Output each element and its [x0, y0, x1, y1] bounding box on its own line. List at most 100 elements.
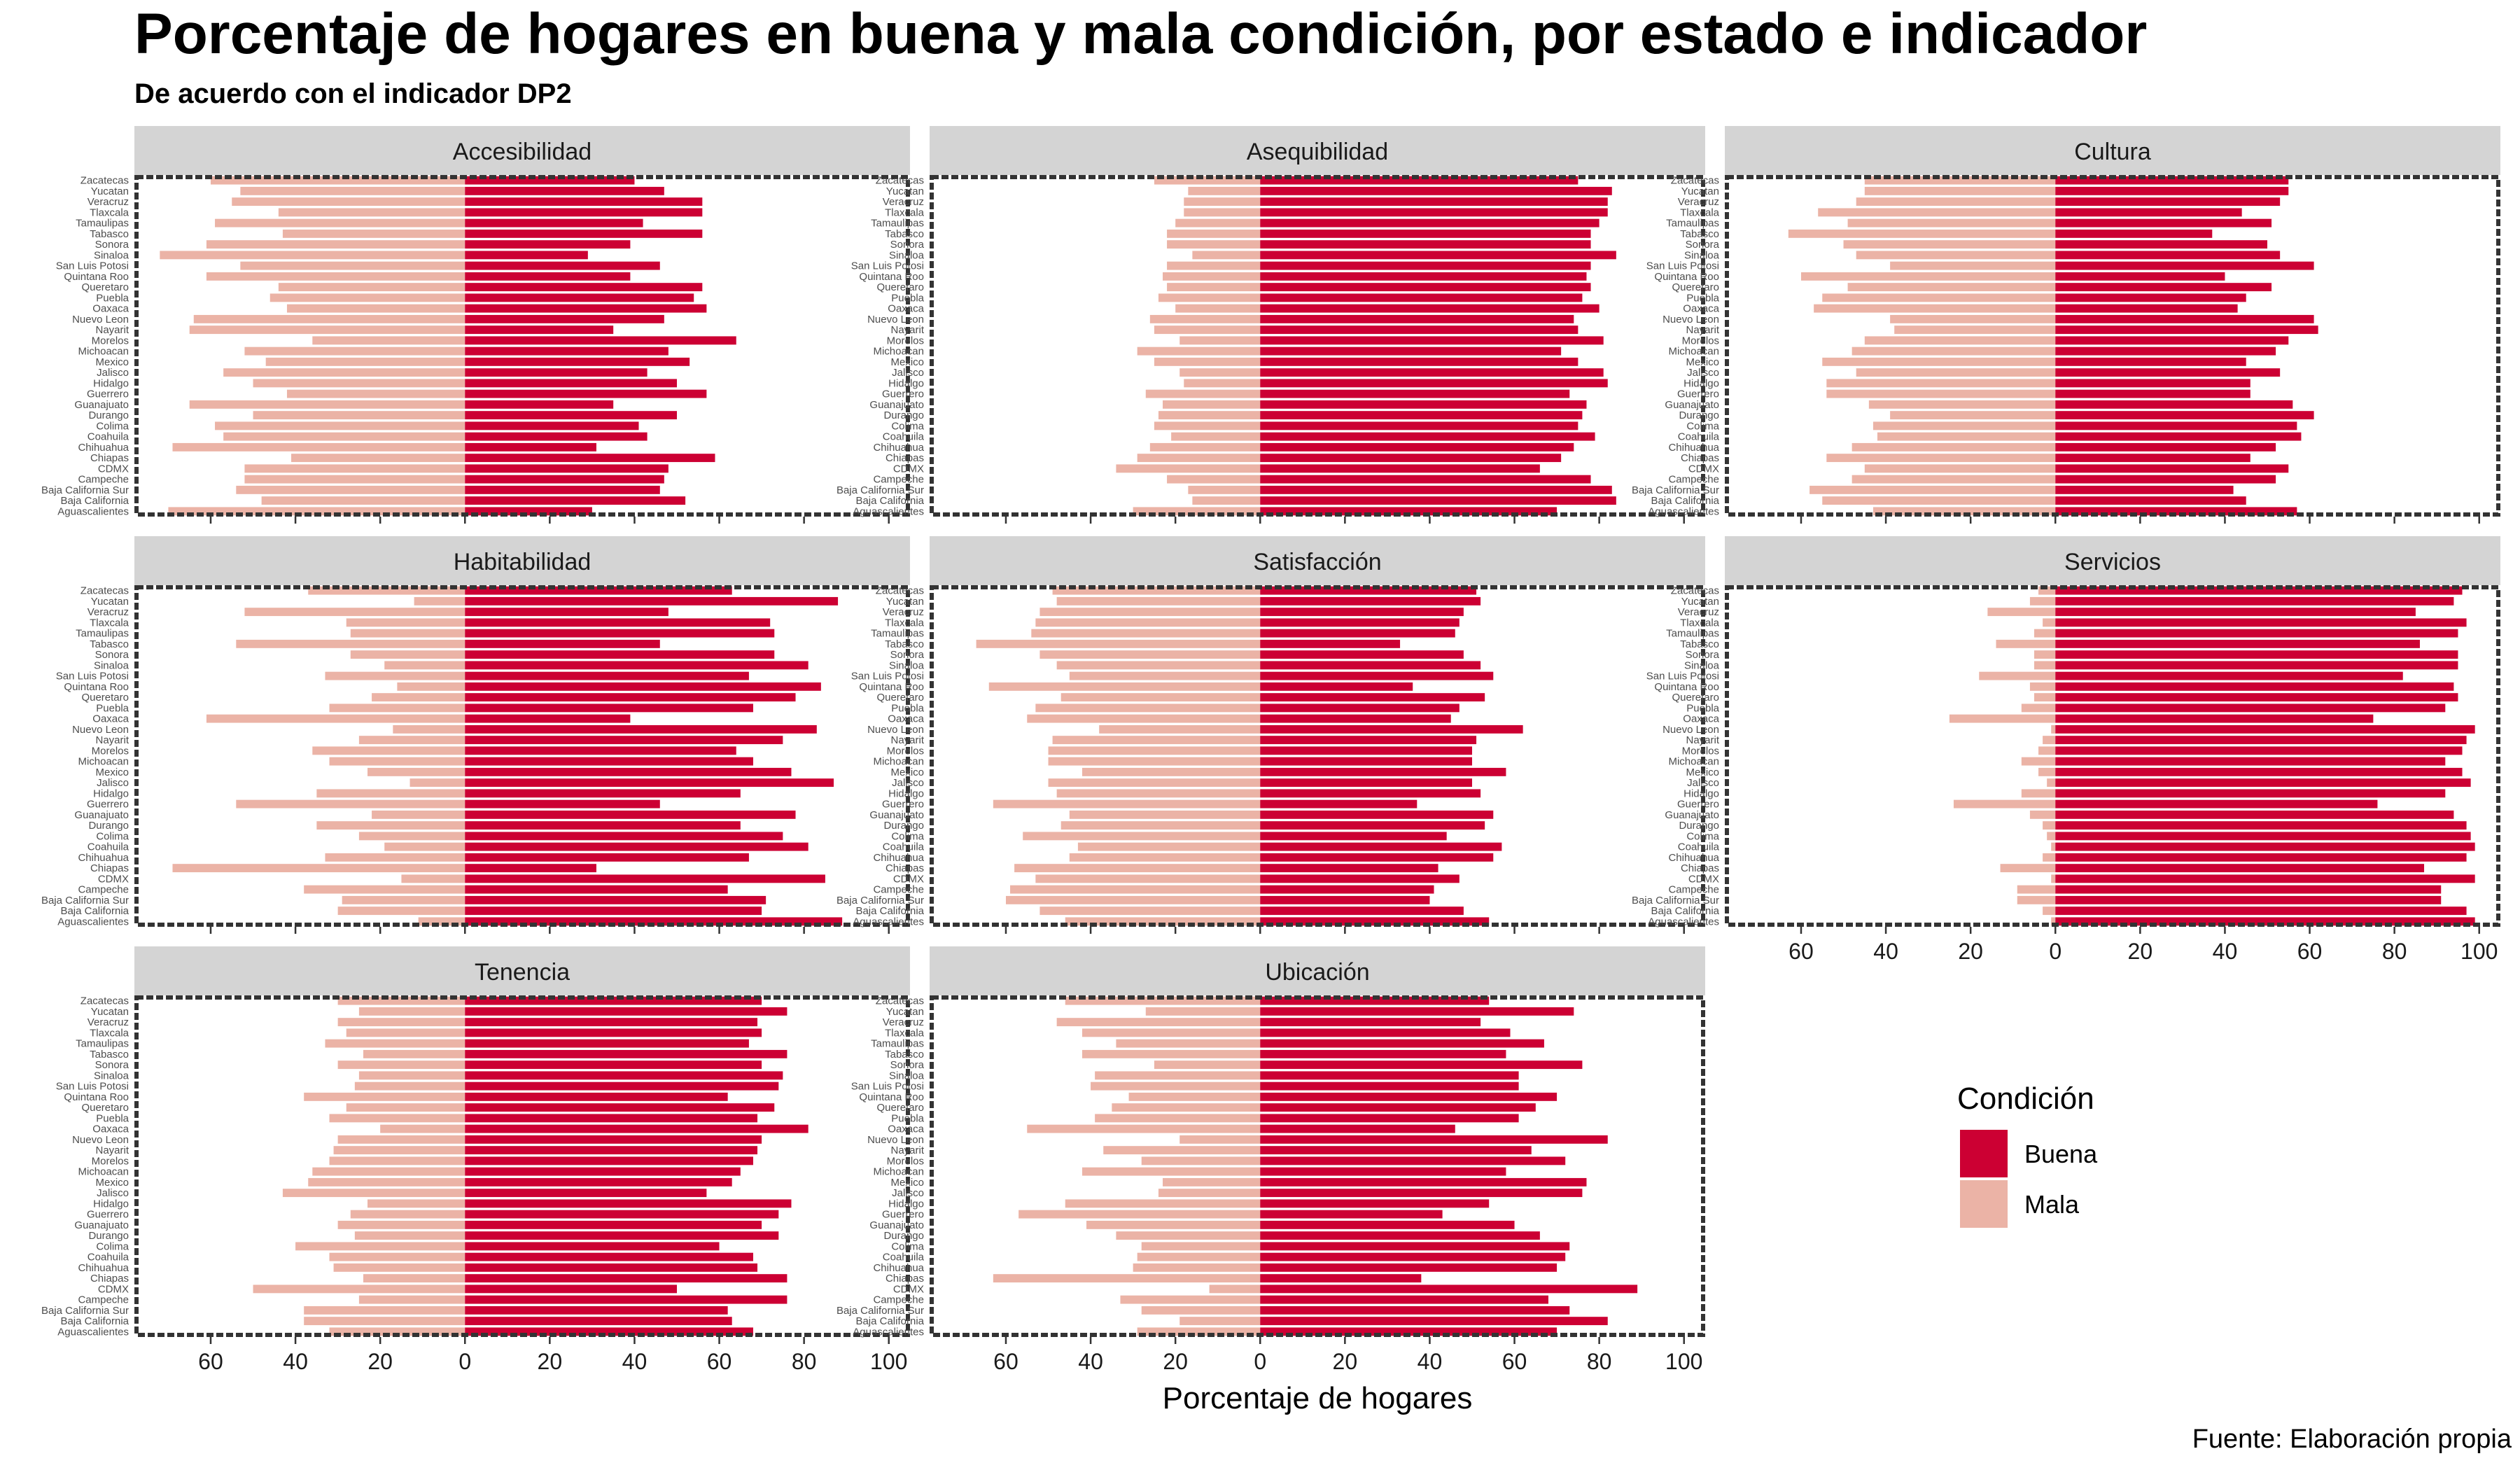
- bar-buena-tenencia-zacatecas: [465, 996, 762, 1005]
- bar-buena-satisfaccion-puebla: [1260, 704, 1460, 713]
- state-label-habitabilidad-baja-california: Baja California: [60, 905, 129, 917]
- bar-buena-asequibilidad-quintana-roo: [1260, 272, 1587, 281]
- x-tick-label-ubicacion-20: 20: [1333, 1349, 1358, 1374]
- panel-frame-servicios: [1725, 585, 2500, 927]
- state-label-ubicacion-guanajuato: Guanajuato: [869, 1219, 924, 1231]
- state-label-satisfaccion-campeche: Campeche: [873, 884, 924, 896]
- bar-buena-cultura-oaxaca: [2055, 304, 2238, 313]
- bar-buena-servicios-mexico: [2055, 767, 2463, 776]
- x-axis-title: Porcentaje de hogares: [1163, 1381, 1473, 1415]
- legend-title: Condición: [1957, 1082, 2094, 1116]
- bar-buena-accesibilidad-sonora: [465, 240, 631, 249]
- facet-strip-habitabilidad: [134, 536, 910, 585]
- bar-mala-tenencia-chihuahua: [333, 1263, 465, 1272]
- bar-buena-cultura-campeche: [2055, 475, 2276, 484]
- bar-mala-cultura-cdmx: [1864, 464, 2056, 473]
- bar-buena-accesibilidad-yucatan: [465, 186, 664, 195]
- bar-mala-asequibilidad-coahuila: [1171, 432, 1261, 441]
- state-label-habitabilidad-cdmx: CDMX: [98, 873, 129, 885]
- bar-mala-cultura-colima: [1872, 421, 2056, 430]
- bar-buena-servicios-michoacan: [2055, 757, 2446, 766]
- bar-mala-asequibilidad-michoacan: [1137, 346, 1261, 356]
- bar-buena-habitabilidad-yucatan: [465, 596, 839, 606]
- bar-mala-satisfaccion-campeche: [1010, 885, 1261, 894]
- facet-strip-satisfaccion: [930, 536, 1705, 585]
- state-label-asequibilidad-aguascalientes: Aguascalientes: [853, 505, 924, 517]
- state-label-asequibilidad-colima: Colima: [891, 420, 924, 432]
- state-label-satisfaccion-veracruz: Veracruz: [883, 606, 924, 618]
- state-label-accesibilidad-tamaulipas: Tamaulipas: [76, 218, 129, 230]
- bar-mala-ubicacion-guanajuato: [1086, 1220, 1261, 1229]
- state-label-habitabilidad-zacatecas: Zacatecas: [80, 585, 129, 597]
- bar-buena-ubicacion-durango: [1260, 1231, 1540, 1240]
- bar-buena-satisfaccion-baja-california-sur: [1260, 895, 1430, 904]
- bar-buena-ubicacion-nuevo-leon: [1260, 1135, 1608, 1144]
- bar-mala-tenencia-queretaro: [346, 1103, 465, 1112]
- bar-buena-habitabilidad-durango: [465, 821, 741, 830]
- bar-mala-satisfaccion-guanajuato: [1069, 810, 1261, 819]
- state-label-satisfaccion-baja-california-sur: Baja California Sur: [836, 895, 924, 906]
- bar-buena-cultura-morelos: [2055, 336, 2289, 345]
- x-tick-label-tenencia-100: 100: [870, 1349, 907, 1374]
- bar-mala-cultura-chihuahua: [1851, 442, 2056, 451]
- bar-mala-cultura-guanajuato: [1868, 400, 2056, 409]
- state-label-tenencia-sinaloa: Sinaloa: [94, 1070, 130, 1082]
- bar-buena-accesibilidad-colima: [465, 421, 639, 430]
- state-label-ubicacion-durango: Durango: [883, 1230, 924, 1242]
- state-label-ubicacion-nuevo-leon: Nuevo Leon: [867, 1134, 924, 1146]
- bar-buena-cultura-michoacan: [2055, 346, 2276, 356]
- bar-buena-satisfaccion-tlaxcala: [1260, 618, 1460, 627]
- bar-mala-habitabilidad-mexico: [368, 767, 465, 776]
- bar-mala-cultura-veracruz: [1856, 197, 2056, 206]
- state-label-satisfaccion-guanajuato: Guanajuato: [869, 809, 924, 821]
- bar-buena-habitabilidad-mexico: [465, 767, 792, 776]
- bar-buena-cultura-sonora: [2055, 240, 2267, 249]
- x-tick-label-tenencia-20: 20: [368, 1349, 393, 1374]
- panel-frame-cultura: [1725, 175, 2500, 517]
- bar-buena-accesibilidad-chiapas: [465, 454, 715, 463]
- state-label-habitabilidad-aguascalientes: Aguascalientes: [57, 916, 129, 927]
- state-label-asequibilidad-hidalgo: Hidalgo: [888, 377, 924, 389]
- x-tick-label-tenencia-80: 80: [792, 1349, 817, 1374]
- state-label-cultura-nuevo-leon: Nuevo Leon: [1662, 314, 1719, 326]
- state-label-asequibilidad-sonora: Sonora: [890, 239, 925, 251]
- bar-buena-habitabilidad-oaxaca: [465, 714, 631, 723]
- bar-mala-accesibilidad-cdmx: [244, 464, 465, 473]
- state-label-asequibilidad-oaxaca: Oaxaca: [888, 303, 924, 315]
- bar-buena-ubicacion-puebla: [1260, 1114, 1519, 1123]
- x-tick-label-servicios-100: 100: [2460, 939, 2498, 964]
- bar-mala-habitabilidad-durango: [316, 821, 465, 830]
- bar-mala-ubicacion-aguascalientes: [1137, 1327, 1261, 1336]
- state-label-asequibilidad-campeche: Campeche: [873, 474, 924, 486]
- state-label-tenencia-puebla: Puebla: [96, 1112, 129, 1124]
- bar-mala-accesibilidad-puebla: [270, 293, 465, 302]
- bar-buena-asequibilidad-guanajuato: [1260, 400, 1587, 409]
- bar-buena-satisfaccion-chiapas: [1260, 864, 1438, 873]
- bar-buena-asequibilidad-tabasco: [1260, 229, 1591, 238]
- state-label-asequibilidad-chiapas: Chiapas: [886, 452, 924, 464]
- state-label-habitabilidad-coahuila: Coahuila: [88, 841, 130, 853]
- bar-buena-cultura-jalisco: [2055, 368, 2281, 377]
- bar-buena-accesibilidad-guanajuato: [465, 400, 614, 409]
- state-label-tenencia-quintana-roo: Quintana Roo: [64, 1091, 129, 1103]
- bar-buena-servicios-oaxaca: [2055, 714, 2374, 723]
- state-label-accesibilidad-tlaxcala: Tlaxcala: [90, 206, 130, 218]
- bar-buena-asequibilidad-nayarit: [1260, 326, 1578, 335]
- bar-mala-habitabilidad-hidalgo: [316, 789, 465, 798]
- panel-frame-ubicacion: [930, 995, 1705, 1337]
- state-label-tenencia-guerrero: Guerrero: [87, 1209, 129, 1221]
- bar-mala-accesibilidad-zacatecas: [210, 176, 465, 185]
- bar-buena-satisfaccion-guanajuato: [1260, 810, 1494, 819]
- state-label-servicios-chihuahua: Chihuahua: [1668, 852, 1719, 864]
- bar-mala-cultura-baja-california-sur: [1809, 485, 2056, 494]
- state-label-cultura-baja-california: Baja California: [1651, 495, 1719, 507]
- x-tick-label-tenencia-20: 20: [538, 1349, 563, 1374]
- x-tick-label-servicios-0: 0: [2049, 939, 2062, 964]
- state-label-habitabilidad-puebla: Puebla: [96, 702, 129, 714]
- bar-mala-asequibilidad-tlaxcala: [1184, 208, 1261, 217]
- bar-mala-asequibilidad-sonora: [1167, 240, 1261, 249]
- state-label-satisfaccion-quintana-roo: Quintana Roo: [859, 681, 924, 693]
- bar-buena-asequibilidad-morelos: [1260, 336, 1604, 345]
- bar-buena-satisfaccion-aguascalientes: [1260, 917, 1490, 926]
- bar-mala-habitabilidad-cdmx: [401, 874, 465, 883]
